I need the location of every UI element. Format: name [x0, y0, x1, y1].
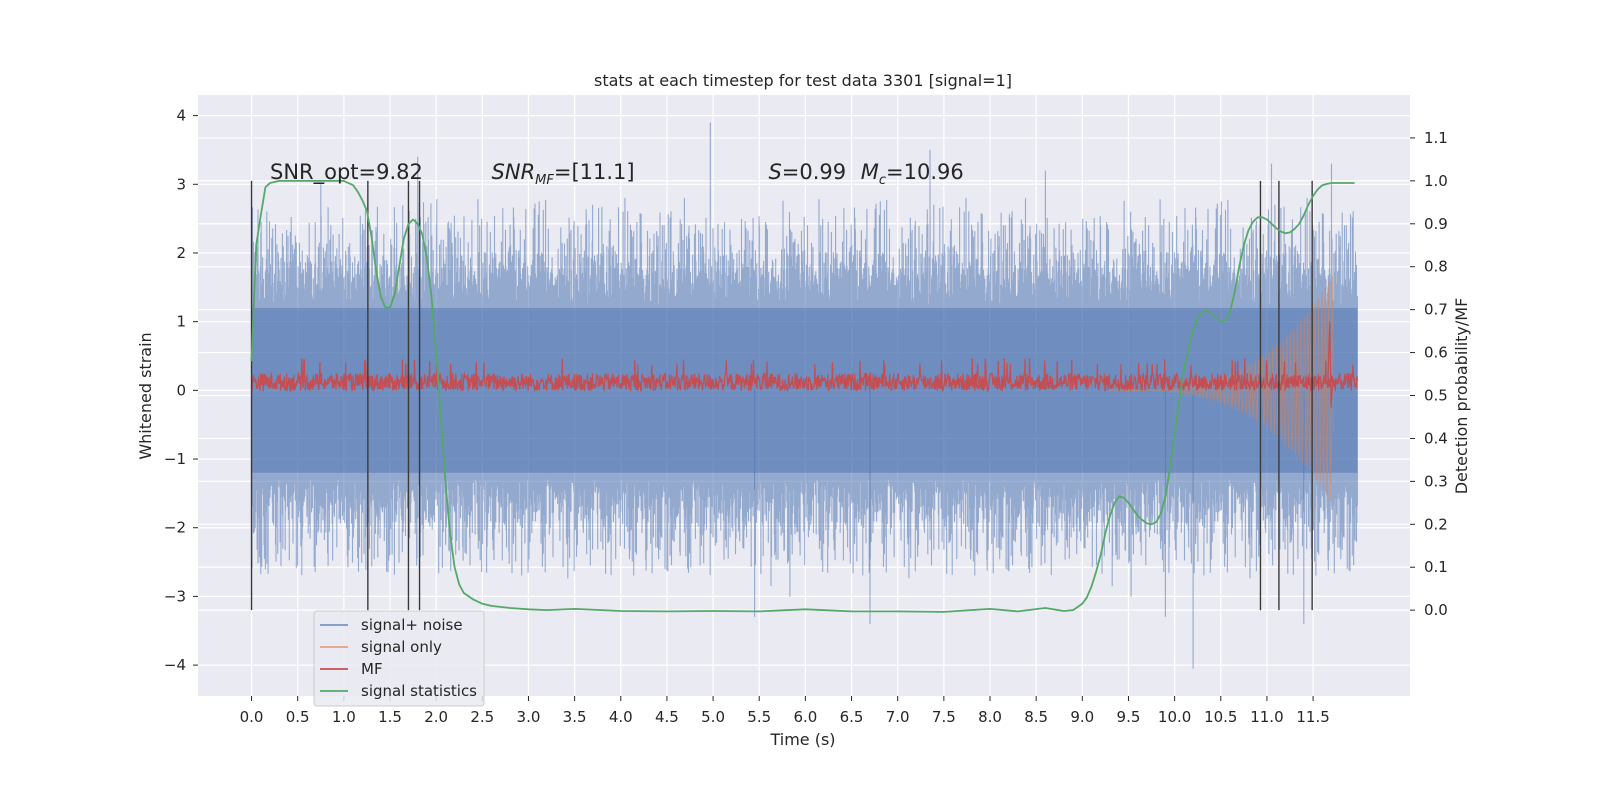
y-tick-label: 3 [176, 175, 186, 193]
annotations: SNR_opt=9.82 SNRMF=[11.1] S=0.99 Mc=10.96 [270, 160, 964, 188]
annotation-text: SNRMF=[11.1] [492, 160, 635, 188]
y-right-tick-label: 0.8 [1424, 258, 1448, 276]
legend-entry-label: signal statistics [361, 682, 477, 700]
x-tick-label: 3.0 [517, 708, 541, 726]
y-right-tick-label: 0.7 [1424, 301, 1448, 319]
vertical-markers [250, 180, 1313, 611]
y-right-tick-label: 0.6 [1424, 344, 1448, 362]
series-signal-statistics [250, 180, 1355, 613]
y-tick-label: −4 [164, 656, 186, 674]
x-tick-label: 4.0 [609, 708, 633, 726]
y-right-tick-label: 0.4 [1424, 429, 1448, 447]
x-tick-label: 4.5 [655, 708, 679, 726]
x-tick-label: 11.5 [1296, 708, 1329, 726]
legend-entry-label: signal+ noise [361, 616, 463, 634]
signal-statistics-line [250, 180, 1355, 613]
series-signal-only [1110, 276, 1334, 502]
legend-entry-label: MF [361, 660, 383, 678]
x-tick-label: 2.5 [470, 708, 494, 726]
y-tick-label: 1 [176, 313, 186, 331]
y-tick-label: 4 [176, 107, 186, 125]
annotation-text: SNR_opt=9.82 [270, 160, 423, 185]
x-tick-label: 8.0 [978, 708, 1002, 726]
y-right-tick-label: 0.3 [1424, 472, 1448, 490]
x-tick-label: 2.0 [424, 708, 448, 726]
y-tick-label: −2 [164, 519, 186, 537]
x-tick-label: 11.0 [1250, 708, 1283, 726]
x-axis-label: Time (s) [769, 730, 835, 749]
x-tick-label: 7.5 [932, 708, 956, 726]
y-tick-label: −3 [164, 587, 186, 605]
x-tick-label: 3.5 [563, 708, 587, 726]
legend-entry-label: signal only [361, 638, 442, 656]
y-axis-right-label: Detection probability/MF [1452, 298, 1471, 495]
legend-box [313, 610, 485, 707]
x-tick-label: 6.0 [793, 708, 817, 726]
y-right-tick-label: 1.1 [1424, 129, 1448, 147]
y-right-tick-label: 1.0 [1424, 172, 1448, 190]
x-tick-label: 5.0 [701, 708, 725, 726]
x-tick-label: 9.0 [1070, 708, 1094, 726]
x-tick-label: 10.5 [1204, 708, 1237, 726]
x-tick-label: 0.5 [286, 708, 310, 726]
x-tick-label: 10.0 [1158, 708, 1191, 726]
legend: signal+ noise signal only MF signal statist… [313, 610, 485, 707]
x-tick-label: 7.0 [886, 708, 910, 726]
y-right-tick-label: 0.5 [1424, 387, 1448, 405]
y-tick-label: 2 [176, 244, 186, 262]
axes: 0.0 0.5 1.0 1.5 2.0 2.5 3.0 3.5 4.0 4.5 5.0 5.5 6.0 6… [164, 107, 1448, 726]
series-mf [250, 321, 1358, 408]
y-right-tick-label: 0.9 [1424, 215, 1448, 233]
chirp-trace [1110, 276, 1334, 502]
annotation-text: Mc=10.96 [861, 160, 964, 188]
y-right-tick-label: 0.0 [1424, 601, 1448, 619]
x-tick-label: 1.0 [332, 708, 356, 726]
x-tick-label: 6.5 [840, 708, 864, 726]
y-axis-label: Whitened strain [136, 332, 155, 459]
x-tick-label: 0.0 [240, 708, 264, 726]
annotation-text: S=0.99 [768, 160, 846, 184]
y-tick-label: −1 [164, 450, 186, 468]
chart-title: stats at each timestep for test data 330… [594, 71, 1012, 90]
x-tick-label: 5.5 [747, 708, 771, 726]
y-right-tick-label: 0.1 [1424, 558, 1448, 576]
x-tick-label: 9.5 [1117, 708, 1141, 726]
x-tick-label: 8.5 [1024, 708, 1048, 726]
y-right-tick-label: 0.2 [1424, 515, 1448, 533]
y-tick-label: 0 [176, 381, 186, 399]
x-tick-label: 1.5 [378, 708, 402, 726]
mf-trace [250, 321, 1358, 408]
